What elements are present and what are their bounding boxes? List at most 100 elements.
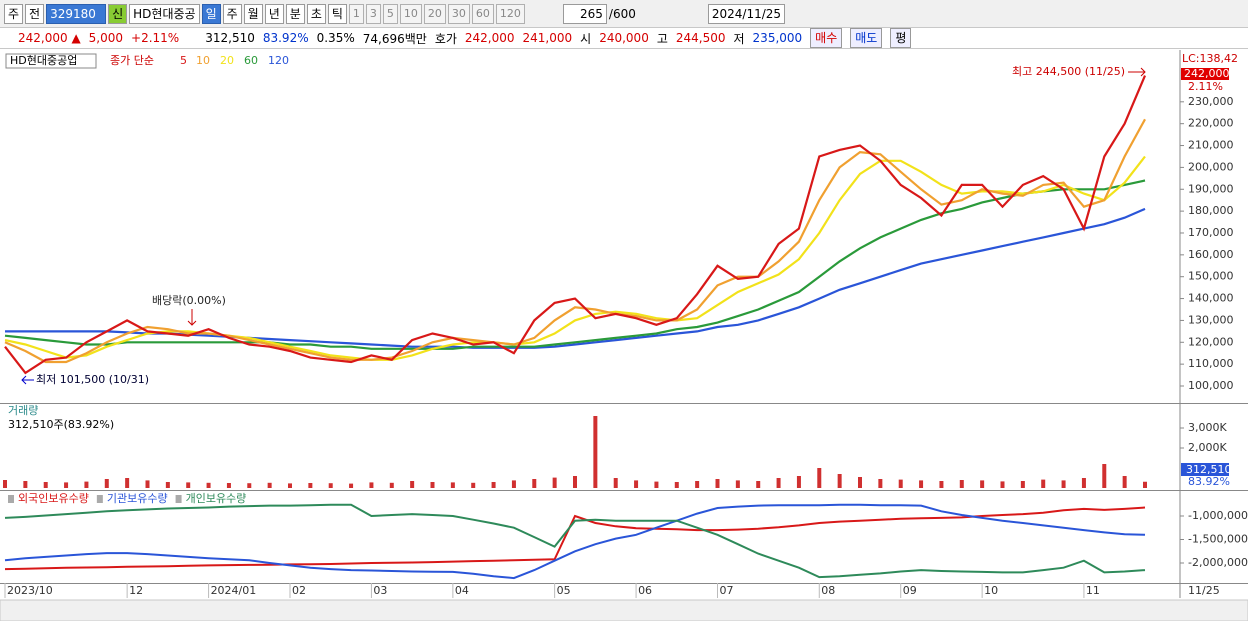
volume-bar: [898, 479, 903, 488]
chart-title: HD현대중공업: [10, 54, 77, 67]
y-tick-label: 190,000: [1188, 182, 1234, 195]
volume-bar: [552, 477, 557, 488]
x-tick-label: 11: [1086, 584, 1100, 597]
x-tick-label: 2024/01: [211, 584, 257, 597]
x-tick-label: 2023/10: [7, 584, 53, 597]
interval[interactable]: 120: [495, 3, 525, 24]
last-price-label: 242,000: [1184, 67, 1230, 80]
interval[interactable]: 10: [399, 3, 422, 24]
interval[interactable]: 5: [382, 3, 398, 24]
period-tick[interactable]: 틱: [327, 3, 347, 24]
volume-bar: [1102, 464, 1107, 488]
series-line: [4, 75, 1147, 375]
volume-bar: [715, 479, 720, 488]
legend-entry: 기관보유수량: [107, 492, 168, 505]
period-day[interactable]: 일: [201, 3, 221, 24]
period-month[interactable]: 월: [243, 3, 263, 24]
period-week[interactable]: 주: [222, 3, 242, 24]
volume-bar: [654, 481, 659, 488]
y-tick-label: 110,000: [1188, 357, 1234, 370]
volume-bar: [939, 481, 944, 488]
volume-bar: [959, 480, 964, 488]
period-sec[interactable]: 초: [306, 3, 326, 24]
y-tick-label: 220,000: [1188, 117, 1234, 130]
title-box: [5, 53, 97, 69]
scrollbar[interactable]: [0, 599, 1248, 621]
x-tick-label: 10: [984, 584, 998, 597]
volume-ratio: 83.92%: [262, 31, 309, 45]
volume-bar: [247, 483, 252, 488]
volume-bar: [1122, 476, 1127, 488]
change-label: 2.11%: [1188, 80, 1223, 93]
volume-bar: [1000, 481, 1005, 488]
period-year[interactable]: 년: [264, 3, 284, 24]
interval[interactable]: 3: [365, 3, 381, 24]
volume-bar: [410, 481, 415, 488]
quote-label: 호가: [434, 31, 457, 46]
volume-bar: [593, 416, 598, 488]
volume-bar: [613, 478, 618, 488]
volume-bar: [43, 482, 48, 488]
interval[interactable]: 20: [423, 3, 446, 24]
date[interactable]: 2024/11/25: [707, 3, 786, 24]
open-label: 시: [580, 31, 592, 46]
volume-bar: [695, 481, 700, 488]
chart-subtitle: 종가 단순: [110, 54, 154, 67]
last-volume-label: 312,510: [1186, 463, 1232, 476]
volume-bar: [288, 483, 292, 488]
interval[interactable]: 1: [348, 3, 364, 24]
volume-bar: [450, 482, 455, 488]
eval-button[interactable]: 평: [890, 28, 912, 48]
y-tick-label: 120,000: [1188, 335, 1234, 348]
series-line: [4, 503, 1146, 579]
y-tick-label: 150,000: [1188, 270, 1234, 283]
volume-ratio-label: 83.92%: [1188, 475, 1230, 488]
legend-entry: 60: [244, 54, 258, 67]
buy-button[interactable]: 매수: [810, 28, 843, 48]
volume-bar: [573, 476, 577, 488]
y-tick-label: 160,000: [1188, 248, 1234, 261]
volume-bar: [145, 480, 150, 488]
volume-bar: [125, 478, 130, 488]
price: 242,000 ▲: [18, 31, 81, 45]
prev[interactable]: 전: [25, 3, 45, 24]
count-max: /600: [608, 6, 636, 21]
count[interactable]: 265: [562, 3, 607, 24]
interval[interactable]: 30: [447, 3, 470, 24]
volume: 312,510: [205, 31, 255, 45]
legend-entry: 20: [220, 54, 234, 67]
bid: 241,000: [522, 31, 573, 45]
period-min[interactable]: 분: [285, 3, 305, 24]
x-tick-label: 02: [292, 584, 306, 597]
legend-entry: 5: [180, 54, 187, 67]
y-tick-label: -2,000,000: [1188, 556, 1248, 569]
legend-entry: 외국인보유수량: [18, 492, 89, 505]
annotation: 최고 244,500 (11/25): [1012, 65, 1125, 78]
y-tick-label: 2,000K: [1188, 441, 1227, 454]
y-tick-label: 230,000: [1188, 95, 1234, 108]
volume-bar: [23, 481, 28, 488]
sell-button[interactable]: 매도: [850, 28, 883, 48]
x-tick-label: 12: [129, 584, 143, 597]
y-tick-label: 140,000: [1188, 292, 1234, 305]
volume-bar: [837, 474, 842, 488]
last-volume-box: [1181, 463, 1229, 476]
volume-bar: [369, 482, 374, 488]
interval[interactable]: 60: [471, 3, 494, 24]
annotation-arrow: [1128, 67, 1146, 77]
volume-bar: [735, 480, 740, 488]
change-rate: +2.11%: [131, 31, 180, 45]
change: 5,000: [88, 31, 124, 45]
annotation: 배당락(0.00%): [152, 294, 226, 307]
x-tick-label: 07: [720, 584, 734, 597]
stock-name[interactable]: HD현대중공: [129, 3, 200, 24]
code[interactable]: 329180: [46, 3, 107, 24]
volume-bar: [3, 480, 7, 488]
volume-bar: [104, 479, 109, 488]
info-bar: 242,000 ▲ 5,000 +2.11% 312,510 83.92% 0.…: [0, 28, 1248, 49]
market[interactable]: 주: [4, 3, 24, 24]
new[interactable]: 신: [108, 3, 128, 24]
toolbar: 주 전 329180 신 HD현대중공 일 주 월 년 분 초 틱 1 3 5 …: [0, 0, 1248, 28]
volume-bar: [1061, 480, 1066, 488]
